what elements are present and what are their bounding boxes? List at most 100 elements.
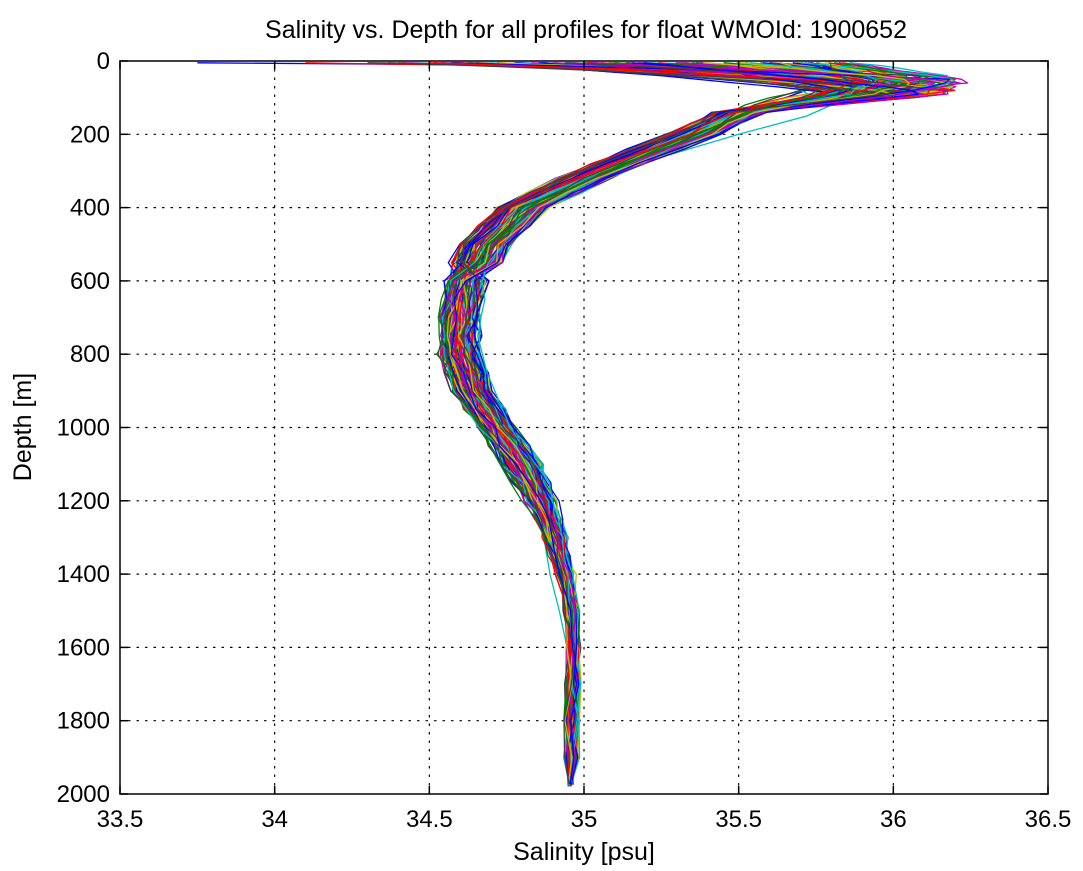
- y-tick-label: 600: [70, 268, 110, 295]
- x-tick-label: 35: [571, 806, 598, 833]
- profile-line: [438, 62, 956, 787]
- profile-line: [468, 62, 897, 787]
- profile-line: [458, 62, 957, 782]
- profile-line: [450, 62, 935, 787]
- profile-line: [447, 62, 895, 783]
- profile-line: [461, 62, 914, 782]
- x-tick-label: 34: [261, 806, 288, 833]
- profile-line: [473, 62, 840, 784]
- profile-line: [461, 62, 877, 783]
- x-tick-label: 34.5: [406, 806, 453, 833]
- profile-line: [471, 62, 897, 781]
- profile-line: [459, 62, 961, 785]
- profile-line: [451, 62, 941, 780]
- profile-line: [468, 62, 842, 783]
- profile-line: [474, 62, 863, 786]
- profile-line: [458, 62, 888, 786]
- profile-line: [447, 62, 925, 785]
- profile-line: [458, 62, 870, 782]
- profile-line: [452, 62, 869, 781]
- profile-line: [463, 62, 857, 782]
- profile-line: [463, 62, 898, 784]
- profile-line: [455, 62, 870, 784]
- profile-line: [447, 62, 917, 782]
- profile-line: [455, 62, 922, 783]
- profile-line: [450, 62, 907, 784]
- profile-line: [450, 62, 919, 784]
- x-tick-label: 36.5: [1025, 806, 1072, 833]
- profile-line: [305, 62, 956, 785]
- profile-line: [463, 62, 944, 782]
- profile-line: [472, 62, 860, 787]
- profile-line: [448, 62, 949, 780]
- profile-lines: [197, 62, 969, 787]
- profile-line: [441, 62, 950, 785]
- profile-line: [450, 62, 938, 784]
- profile-line: [456, 62, 956, 780]
- profile-line: [448, 62, 927, 783]
- profile-line: [444, 62, 969, 785]
- y-tick-label: 1400: [57, 561, 110, 588]
- profile-line: [457, 62, 955, 786]
- profile-line: [461, 62, 840, 783]
- profile-line: [471, 62, 864, 785]
- profile-line: [466, 62, 853, 781]
- profile-line: [457, 62, 910, 781]
- profile-line: [402, 62, 855, 785]
- y-tick-label: 1600: [57, 634, 110, 661]
- profile-line: [450, 62, 900, 785]
- profile-line: [444, 62, 929, 786]
- profile-line: [463, 62, 954, 784]
- x-axis-label: Salinity [psu]: [513, 838, 655, 866]
- profile-line: [467, 62, 939, 782]
- profile-line: [477, 62, 877, 783]
- profile-line: [454, 62, 858, 783]
- grid-lines: [119, 60, 1049, 795]
- profile-line: [457, 62, 861, 782]
- y-tick-label: 400: [70, 195, 110, 222]
- profile-line: [447, 62, 945, 784]
- profile-line: [465, 62, 930, 781]
- y-tick-label: 1800: [57, 708, 110, 735]
- y-tick-label: 0: [97, 48, 110, 75]
- profile-line: [454, 62, 902, 783]
- profile-line: [461, 62, 920, 785]
- profile-line: [388, 62, 917, 781]
- profile-line: [448, 62, 940, 786]
- profile-line: [450, 62, 954, 785]
- profile-line: [454, 62, 875, 786]
- profile-line: [197, 62, 879, 785]
- y-tick-label: 800: [70, 341, 110, 368]
- profile-line: [440, 62, 889, 785]
- profile-line: [453, 62, 932, 781]
- profile-line: [467, 62, 879, 783]
- profile-line: [453, 62, 857, 781]
- profile-line: [463, 62, 959, 784]
- axis-ticks: 33.5 34 34.5 35 35.5 36 36.5 0 200 400 600 800 1000 1…: [57, 48, 1072, 833]
- chart-title: Salinity vs. Depth for all profiles for …: [265, 16, 907, 44]
- y-axis-label: Depth [m]: [9, 373, 37, 481]
- x-tick-label: 36: [880, 806, 907, 833]
- profile-line: [463, 62, 916, 786]
- y-tick-label: 1200: [57, 488, 110, 515]
- profile-line: [467, 62, 864, 782]
- profile-line: [455, 62, 865, 783]
- profile-line: [456, 62, 848, 783]
- y-tick-label: 200: [70, 121, 110, 148]
- profile-line: [468, 62, 921, 786]
- profile-line: [462, 62, 947, 782]
- profile-line: [447, 62, 931, 782]
- profile-line: [447, 62, 942, 782]
- y-tick-label: 2000: [57, 781, 110, 808]
- profile-line: [456, 62, 856, 781]
- profile-line: [441, 62, 949, 782]
- profile-line: [440, 62, 951, 783]
- profile-line: [463, 62, 866, 786]
- profile-line: [465, 62, 861, 786]
- x-tick-label: 33.5: [97, 806, 144, 833]
- y-tick-label: 1000: [57, 415, 110, 442]
- profile-line: [434, 62, 878, 783]
- profile-line: [460, 62, 858, 784]
- profile-line: [451, 62, 922, 783]
